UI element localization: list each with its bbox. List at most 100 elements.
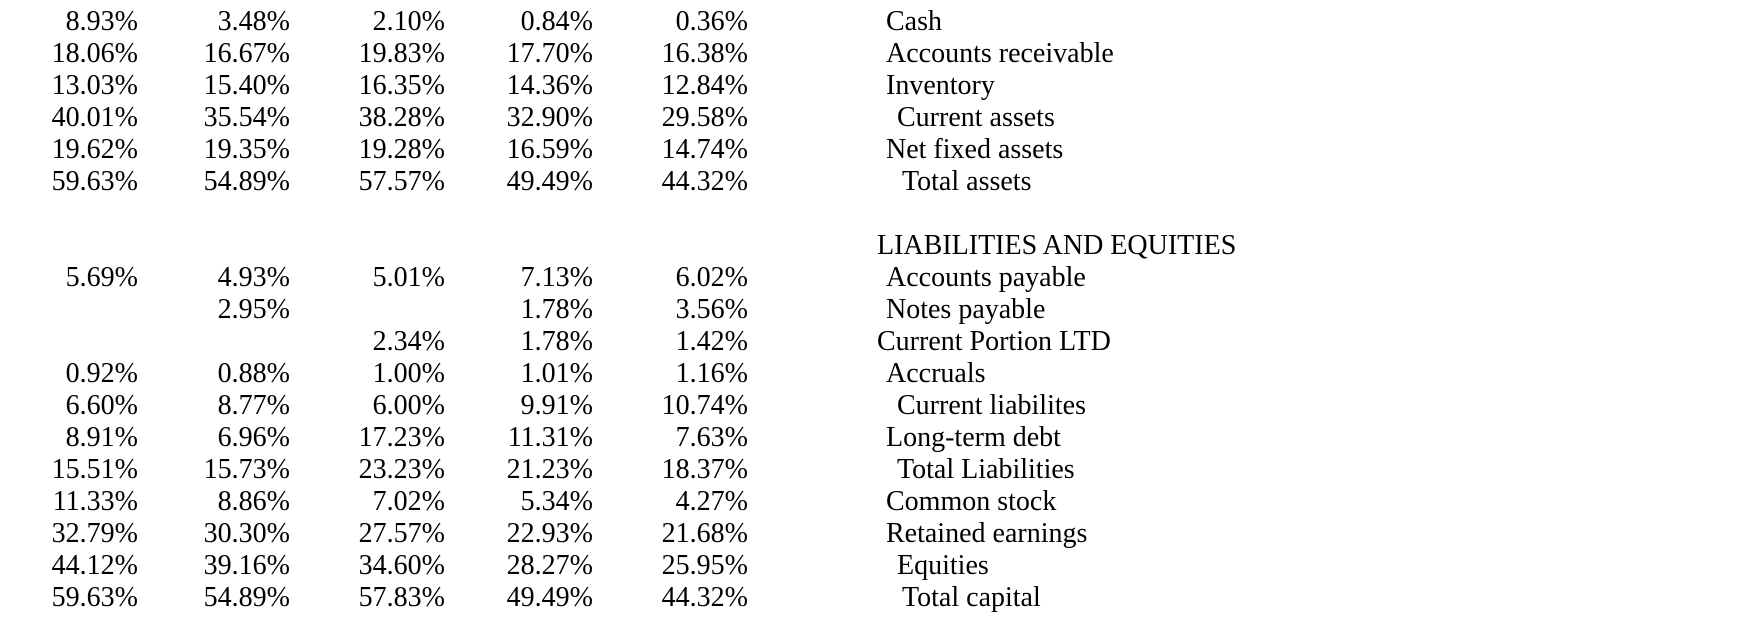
column-gap (748, 518, 877, 550)
common-size-balance-sheet: 8.93% 3.48% 2.10% 0.84% 0.36% Cash 18.06% 16.67… (0, 6, 1753, 614)
percent-cell: 12.84% (661, 70, 748, 101)
table-row: 15.51% 15.73% 23.23% 21.23% 18.37% Total Liab… (0, 454, 1753, 486)
percent-cell (138, 326, 290, 358)
table-row: 32.79% 30.30% 27.57% 22.93% 21.68% Retained e… (0, 518, 1753, 550)
percent-cell: 8.91% (65, 422, 138, 453)
percent-cell: 2.34% (372, 326, 445, 357)
percent-cell (290, 198, 445, 230)
percent-cell (593, 230, 748, 262)
section-header-row: LIABILITIES AND EQUITIES (0, 230, 1753, 262)
percent-cell: 2.10% (372, 6, 445, 37)
percent-cell: 5.34% (520, 486, 593, 517)
percent-cell: 16.67% (203, 38, 290, 69)
percent-cell: 19.28% (358, 134, 445, 165)
percent-cell: 3.48% (217, 6, 290, 37)
percent-cell: 17.23% (358, 422, 445, 453)
percent-cell (290, 230, 445, 262)
column-gap (748, 70, 877, 102)
percent-cell: 5.69% (65, 262, 138, 293)
column-gap (748, 486, 877, 518)
percent-cell: 3.56% (675, 294, 748, 325)
percent-cell: 15.40% (203, 70, 290, 101)
percent-cell: 18.06% (51, 38, 138, 69)
column-gap (748, 198, 877, 230)
column-gap (748, 454, 877, 486)
percent-cell: 17.70% (506, 38, 593, 69)
column-gap (748, 166, 877, 198)
percent-cell: 49.49% (506, 166, 593, 197)
row-label (877, 198, 1753, 230)
column-gap (748, 294, 877, 326)
percent-cell: 34.60% (358, 550, 445, 581)
percent-cell: 6.60% (65, 390, 138, 421)
percent-cell: 14.36% (506, 70, 593, 101)
percent-cell: 8.93% (65, 6, 138, 37)
percent-cell: 27.57% (358, 518, 445, 549)
percent-cell: 21.23% (506, 454, 593, 485)
percent-cell: 10.74% (661, 390, 748, 421)
percent-cell: 4.93% (217, 262, 290, 293)
percent-cell (0, 198, 138, 230)
row-label: Inventory (886, 70, 995, 101)
row-label: Cash (886, 6, 942, 37)
table-row: 19.62% 19.35% 19.28% 16.59% 14.74% Net fixed … (0, 134, 1753, 166)
table-row: 11.33% 8.86% 7.02% 5.34% 4.27% Common stock (0, 486, 1753, 518)
percent-cell (445, 198, 593, 230)
percent-cell: 21.68% (661, 518, 748, 549)
percent-cell: 6.96% (217, 422, 290, 453)
percent-cell (0, 230, 138, 262)
percent-cell: 1.01% (520, 358, 593, 389)
percent-cell: 7.13% (520, 262, 593, 293)
row-label: Current assets (897, 102, 1055, 133)
percent-cell: 23.23% (358, 454, 445, 485)
column-gap (748, 262, 877, 294)
percent-cell: 40.01% (51, 102, 138, 133)
percent-cell: 1.00% (372, 358, 445, 389)
table-row: 59.63% 54.89% 57.83% 49.49% 44.32% Total capi… (0, 582, 1753, 614)
percent-cell: 4.27% (675, 486, 748, 517)
row-label: Total capital (902, 582, 1041, 613)
column-gap (748, 422, 877, 454)
spacer-row (0, 198, 1753, 230)
percent-cell: 39.16% (203, 550, 290, 581)
column-gap (748, 326, 877, 358)
row-label: Total Liabilities (897, 454, 1075, 485)
percent-cell: 32.90% (506, 102, 593, 133)
percent-cell: 25.95% (661, 550, 748, 581)
percent-cell: 1.78% (520, 326, 593, 357)
percent-cell: 1.16% (675, 358, 748, 389)
row-label: Total assets (902, 166, 1032, 197)
table-row: 6.60% 8.77% 6.00% 9.91% 10.74% Current liabil… (0, 390, 1753, 422)
table-row: 8.93% 3.48% 2.10% 0.84% 0.36% Cash (0, 6, 1753, 38)
percent-cell: 44.32% (661, 166, 748, 197)
percent-cell: 35.54% (203, 102, 290, 133)
percent-cell: 16.59% (506, 134, 593, 165)
percent-cell: 22.93% (506, 518, 593, 549)
percent-cell: 11.33% (52, 486, 138, 517)
row-label: Accruals (886, 358, 986, 389)
percent-cell: 59.63% (51, 582, 138, 613)
table-row: 13.03% 15.40% 16.35% 14.36% 12.84% Inventory (0, 70, 1753, 102)
percent-cell: 57.57% (358, 166, 445, 197)
percent-cell: 18.37% (661, 454, 748, 485)
row-label: Long-term debt (886, 422, 1061, 453)
row-label: Retained earnings (886, 518, 1088, 549)
column-gap (748, 390, 877, 422)
table-row: 59.63% 54.89% 57.57% 49.49% 44.32% Total asse… (0, 166, 1753, 198)
percent-cell (138, 198, 290, 230)
column-gap (748, 358, 877, 390)
percent-cell: 0.92% (65, 358, 138, 389)
row-label: Common stock (886, 486, 1057, 517)
table-row: 8.91% 6.96% 17.23% 11.31% 7.63% Long-term deb… (0, 422, 1753, 454)
table-row: 18.06% 16.67% 19.83% 17.70% 16.38% Accounts r… (0, 38, 1753, 70)
percent-cell: 15.73% (203, 454, 290, 485)
column-gap (748, 6, 877, 38)
column-gap (748, 38, 877, 70)
percent-cell: 8.77% (217, 390, 290, 421)
column-gap (748, 230, 877, 262)
percent-cell: 19.83% (358, 38, 445, 69)
percent-cell: 49.49% (506, 582, 593, 613)
row-label: Net fixed assets (886, 134, 1064, 165)
percent-cell: 19.35% (203, 134, 290, 165)
percent-cell (445, 230, 593, 262)
